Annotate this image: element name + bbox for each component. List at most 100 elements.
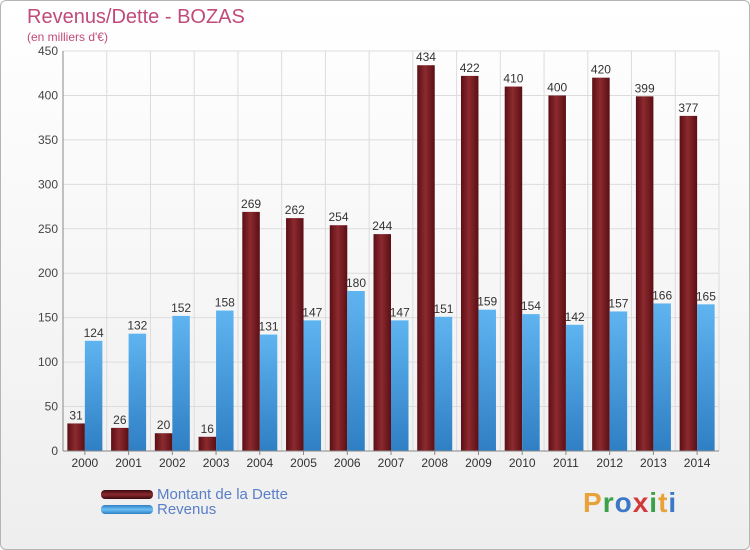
proxiti-logo: Proxiti (583, 487, 677, 519)
logo-letter: r (602, 487, 615, 518)
bar-revenue (391, 320, 409, 451)
chart-title: Revenus/Dette - BOZAS (27, 6, 245, 28)
x-tick-label: 2005 (290, 456, 317, 470)
bar-revenue (609, 311, 628, 451)
data-label-debt: 400 (547, 80, 567, 94)
logo-letter: o (614, 487, 633, 518)
y-tick-label: 450 (38, 44, 58, 58)
logo-letter: x (632, 487, 650, 518)
data-label-debt: 420 (591, 63, 611, 77)
data-label-revenue: 159 (477, 295, 497, 309)
data-label-revenue: 124 (84, 326, 104, 340)
x-tick-label: 2008 (421, 456, 448, 470)
y-tick-label: 150 (38, 311, 58, 325)
legend-label-revenue: Revenus (157, 501, 217, 518)
y-tick-label: 100 (38, 355, 58, 369)
bar-revenue (128, 333, 147, 451)
bar-debt (635, 96, 654, 451)
data-label-debt: 31 (69, 408, 83, 422)
data-label-debt: 26 (113, 413, 127, 427)
data-label-revenue: 157 (608, 296, 628, 310)
bar-debt (460, 75, 479, 451)
bar-debt (592, 77, 610, 452)
y-tick-label: 300 (38, 177, 58, 191)
bar-debt (198, 436, 217, 451)
bar-revenue (565, 324, 584, 451)
data-label-revenue: 154 (521, 299, 541, 313)
bar-debt (242, 211, 260, 451)
data-label-revenue: 158 (215, 296, 235, 310)
x-tick-label: 2003 (203, 456, 230, 470)
legend-item-debt: Montant de la Dette (101, 486, 288, 503)
bar-revenue (478, 309, 496, 451)
bar-debt (373, 234, 391, 451)
x-tick-label: 2010 (509, 456, 536, 470)
chart-subtitle: (en milliers d'€) (27, 30, 108, 44)
bar-debt (679, 115, 698, 451)
data-label-revenue: 147 (390, 305, 410, 319)
bar-debt (504, 86, 523, 452)
logo-letter: i (668, 487, 678, 518)
y-tick-label: 50 (45, 400, 59, 414)
legend-label-debt: Montant de la Dette (157, 486, 288, 503)
logo-letter: i (649, 487, 659, 518)
bar-revenue (347, 291, 365, 451)
data-label-debt: 377 (678, 101, 698, 115)
data-label-debt: 422 (460, 61, 480, 75)
bar-debt (329, 225, 348, 451)
bar-revenue (697, 304, 715, 451)
bar-debt (548, 95, 566, 451)
data-label-debt: 20 (157, 418, 171, 432)
bar-revenue (259, 334, 278, 451)
data-label-debt: 16 (201, 422, 215, 436)
data-label-revenue: 131 (259, 320, 279, 334)
data-label-revenue: 166 (652, 288, 672, 302)
x-tick-label: 2013 (640, 456, 667, 470)
bar-revenue (216, 310, 234, 451)
y-tick-label: 0 (51, 444, 58, 458)
y-tick-label: 350 (38, 133, 58, 147)
legend-swatch-revenue (101, 505, 153, 514)
y-tick-label: 200 (38, 266, 58, 280)
x-tick-label: 2011 (553, 456, 579, 470)
logo-letter: t (658, 487, 669, 518)
x-tick-label: 2007 (378, 456, 405, 470)
bar-debt (417, 65, 435, 451)
bar-revenue (303, 320, 322, 451)
bar-chart: 0 50 100 150 200 250 300 350 400 450 2000 31 124 2001… (38, 44, 720, 470)
bar-revenue (172, 315, 190, 451)
x-tick-label: 2001 (115, 456, 142, 470)
data-label-revenue: 132 (127, 319, 147, 333)
data-label-revenue: 151 (433, 302, 453, 316)
logo-letter: P (583, 487, 603, 518)
data-label-revenue: 142 (565, 310, 585, 324)
data-label-debt: 262 (285, 203, 305, 217)
data-label-debt: 254 (329, 210, 349, 224)
data-label-revenue: 180 (346, 276, 366, 290)
data-label-debt: 244 (372, 219, 392, 233)
legend-swatch-debt (101, 490, 153, 499)
data-label-revenue: 152 (171, 301, 191, 315)
x-tick-label: 2000 (72, 456, 99, 470)
y-tick-label: 250 (38, 222, 58, 236)
bar-revenue (434, 316, 453, 451)
bar-debt (286, 218, 304, 451)
legend-item-revenue: Revenus (101, 501, 288, 518)
x-tick-label: 2014 (684, 456, 711, 470)
chart-legend: Montant de la Dette Revenus (101, 486, 288, 518)
x-tick-label: 2006 (334, 456, 361, 470)
data-label-debt: 434 (416, 50, 436, 64)
bar-revenue (84, 340, 103, 451)
bar-revenue (653, 303, 671, 451)
bar-debt (67, 423, 85, 451)
data-label-debt: 399 (635, 81, 655, 95)
data-label-revenue: 165 (696, 289, 716, 303)
bar-debt (111, 427, 129, 451)
x-tick-label: 2009 (465, 456, 492, 470)
x-tick-label: 2012 (596, 456, 623, 470)
x-tick-label: 2002 (159, 456, 186, 470)
data-label-debt: 410 (503, 72, 523, 86)
bar-revenue (522, 314, 540, 451)
data-label-revenue: 147 (302, 305, 322, 319)
